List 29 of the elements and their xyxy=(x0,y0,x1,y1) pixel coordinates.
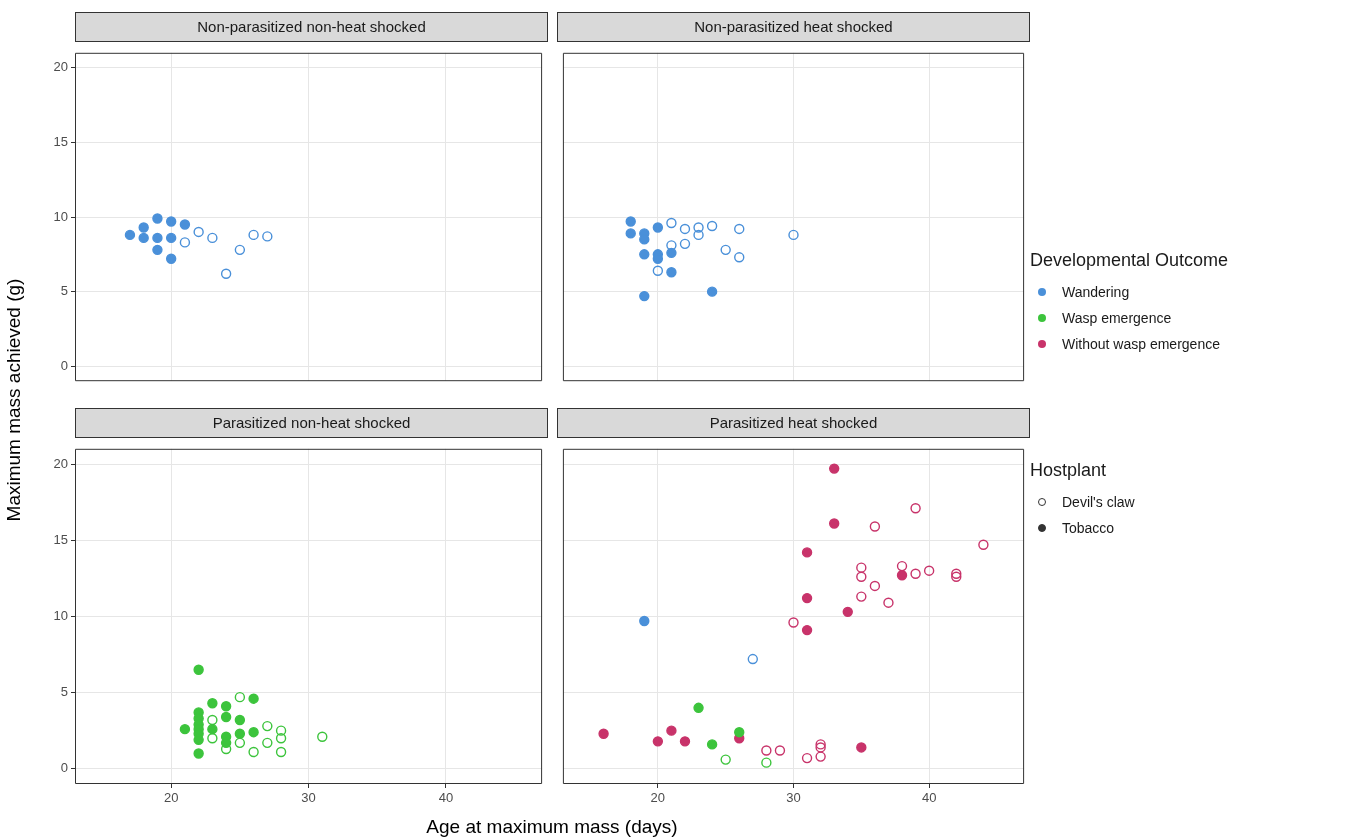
chart-title: Parasitized non-heat shocked xyxy=(75,408,548,438)
x-axis-title: Age at maximum mass (days) xyxy=(426,816,678,838)
x-tick-label: 20 xyxy=(163,790,179,806)
category-label: Wandering xyxy=(1062,284,1130,300)
category-label: Tobacco xyxy=(1062,520,1115,536)
x-tick-label: 30 xyxy=(786,790,801,806)
y-tick-label: 0 xyxy=(60,760,68,776)
chart-title: Parasitized heat shocked xyxy=(557,408,1030,438)
x-tick-label: 40 xyxy=(438,790,454,806)
chart-title: Non-parasitized heat shocked xyxy=(557,12,1030,42)
x-tick-label: 30 xyxy=(301,790,316,806)
y-tick-label: 10 xyxy=(53,607,68,623)
y-tick-label: 5 xyxy=(60,283,68,299)
legend-title: Developmental Outcome xyxy=(1030,250,1229,271)
x-tick-label: 20 xyxy=(650,790,666,806)
category-label: Without wasp emergence xyxy=(1062,336,1220,352)
chart-title: Non-parasitized non-heat shocked xyxy=(75,12,548,42)
y-axis-title: Maximum mass achieved (g) xyxy=(3,278,25,522)
y-tick-label: 15 xyxy=(53,531,68,547)
legend-title: Hostplant xyxy=(1030,460,1108,481)
category-label: Devil's claw xyxy=(1062,494,1135,510)
y-tick-label: 5 xyxy=(60,684,68,700)
y-tick-label: 20 xyxy=(53,59,68,75)
y-tick-label: 0 xyxy=(60,357,68,373)
y-tick-label: 20 xyxy=(53,455,68,471)
x-tick-label: 40 xyxy=(921,790,937,806)
category-label: Wasp emergence xyxy=(1062,310,1172,326)
y-tick-label: 10 xyxy=(53,208,68,224)
y-tick-label: 15 xyxy=(53,133,68,149)
